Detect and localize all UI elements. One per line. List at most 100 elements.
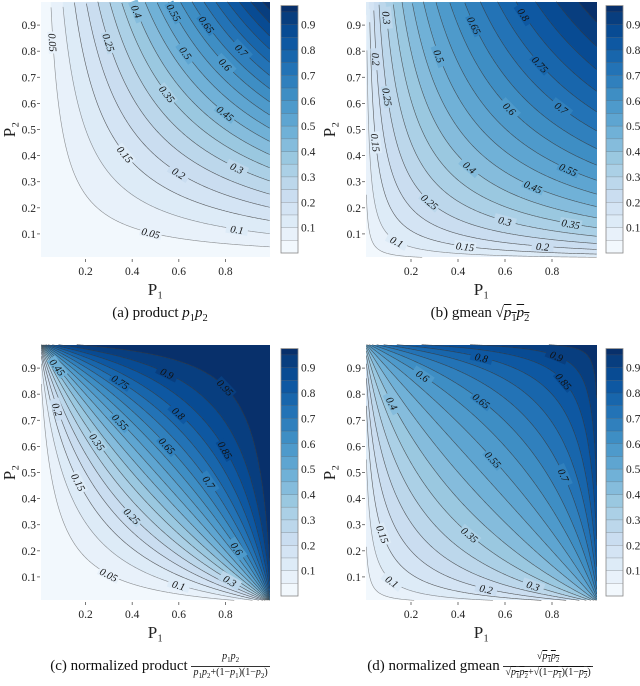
contour-line-0.95 (76, 344, 270, 561)
contour-label: 0.6 (498, 97, 521, 120)
colorbar-band (281, 113, 298, 127)
contour-label: 0.9 (544, 347, 569, 365)
colorbar-band (281, 202, 298, 215)
contour-line-0.60 (180, 2, 270, 103)
y-axis-label: P₂ (0, 122, 19, 137)
contour-line-0.70 (44, 344, 270, 598)
colorbar-band (281, 570, 298, 584)
contour-line-0.45 (366, 345, 596, 601)
contour-line-0.40 (401, 2, 597, 219)
colorbar-band (606, 24, 623, 38)
y-tick-label: 0.4 (22, 151, 37, 163)
y-tick-label: 0.6 (22, 441, 37, 453)
contour-line-0.75 (383, 344, 597, 582)
caption-math: p1p2 (182, 305, 208, 324)
contour-label: 0.4 (128, 0, 146, 24)
svg-text:0.3: 0.3 (497, 215, 513, 229)
contour-label: 0.2 (369, 47, 382, 71)
contour-line-0.05 (41, 384, 235, 601)
colorbar-tick-label: 0.9 (626, 363, 640, 375)
colorbar-band (606, 532, 623, 546)
contour-label: 0.35 (559, 216, 583, 232)
x-tick-label: 0.8 (545, 266, 560, 278)
y-tick-label: 0.4 (22, 494, 37, 506)
contour-line-0.65 (464, 2, 597, 149)
colorbar-band (606, 545, 623, 558)
colorbar-band (281, 62, 298, 76)
svg-text:0.3: 0.3 (228, 162, 245, 177)
contour-line-0.50 (41, 344, 270, 601)
contour-line-0.50 (156, 2, 270, 129)
svg-text:0.7: 0.7 (555, 467, 571, 484)
colorbar-band (606, 240, 623, 253)
contour-label: 0.05 (96, 565, 121, 585)
contour-line-0.40 (366, 347, 594, 601)
contour-label: 0.55 (164, 0, 184, 25)
contour-line-0.55 (435, 2, 597, 181)
svg-text:0.3: 0.3 (525, 580, 541, 595)
contour-line-0.55 (168, 1, 270, 116)
chart-svg: 0.050.05 0.10.150.20.250.30.350.40.450.50… (0, 0, 316, 299)
colorbar-band (281, 50, 298, 63)
contour-label: 0.2 (474, 581, 499, 597)
caption-prefix: (a) product (112, 305, 179, 321)
contour-line-0.80 (227, 1, 270, 50)
y-tick-label: 0.4 (347, 151, 362, 163)
y-tick-label: 0.3 (22, 520, 37, 532)
contour-label: 0.15 (114, 142, 137, 166)
colorbar-band (281, 11, 298, 25)
colorbar-band (281, 519, 298, 533)
colorbar-band (606, 418, 623, 432)
contour-line-0.85 (535, 1, 597, 70)
y-tick-label: 0.9 (22, 20, 37, 32)
contour-line-0.65 (43, 344, 270, 599)
colorbar-tick-label: 0.4 (301, 147, 316, 159)
panel-a-product: 0.05 0.05 0.1 0.15 0.2 0.25 0.3 0.35 0.4 0.45 0.5 0… (0, 0, 320, 343)
colorbar-band (281, 443, 298, 457)
y-tick-label: 0.8 (22, 46, 37, 58)
svg-text:0.1: 0.1 (388, 235, 405, 251)
contour-label: 0.8 (513, 2, 535, 27)
colorbar-band (281, 545, 298, 558)
contour-label: 0.25 (418, 190, 442, 213)
colorbar-band (606, 164, 623, 177)
colorbar-tick-label: 0.2 (626, 540, 640, 552)
colorbar-band (606, 151, 623, 165)
y-tick-label: 0.7 (22, 415, 37, 427)
colorbar-band (606, 431, 623, 444)
contour-line-0.45 (144, 2, 270, 142)
y-tick-label: 0.7 (22, 72, 37, 84)
colorbar-band (606, 100, 623, 114)
colorbar-tick-label: 0.3 (301, 172, 316, 184)
colorbar-tick-label: 0.2 (626, 197, 640, 209)
y-tick-label: 0.9 (22, 363, 37, 375)
caption-math: √p1p2 (495, 305, 530, 324)
colorbar-tick-label: 0.6 (626, 96, 640, 108)
colorbar-band (281, 37, 298, 50)
contour-line-0.75 (45, 344, 270, 596)
contour-label: 0.45 (521, 177, 546, 197)
contour-line-0.95 (262, 1, 270, 10)
colorbar-tick-label: 0.9 (301, 363, 316, 375)
colorbar-band (281, 405, 298, 419)
contour-label: 0.1 (380, 570, 405, 592)
chart-svg: 0.1 0.15 0.2 0.25 0.3 0.35 0.4 0.45 0.55 0.5 0.6 0.… (320, 1, 640, 299)
colorbar-band (606, 11, 623, 25)
colorbar-band (606, 88, 623, 101)
colorbar-band (606, 348, 623, 355)
y-tick-label: 0.9 (347, 20, 362, 32)
colorbar-band (606, 227, 623, 241)
colorbar-band (606, 214, 623, 228)
svg-text:0.2: 0.2 (478, 583, 494, 597)
colorbar-band (281, 227, 298, 241)
colorbar-tick-label: 0.1 (626, 223, 640, 235)
colorbar-tick-label: 0.8 (626, 388, 640, 400)
colorbar-band (281, 151, 298, 165)
y-axis-label: P₂ (320, 122, 339, 137)
y-tick-label: 0.8 (347, 46, 362, 58)
colorbar-band (281, 88, 298, 101)
contour-label: 0.5 (430, 44, 448, 69)
colorbar-band (606, 5, 623, 12)
colorbar-band (281, 469, 298, 482)
colorbar-tick-label: 0.6 (301, 439, 316, 451)
